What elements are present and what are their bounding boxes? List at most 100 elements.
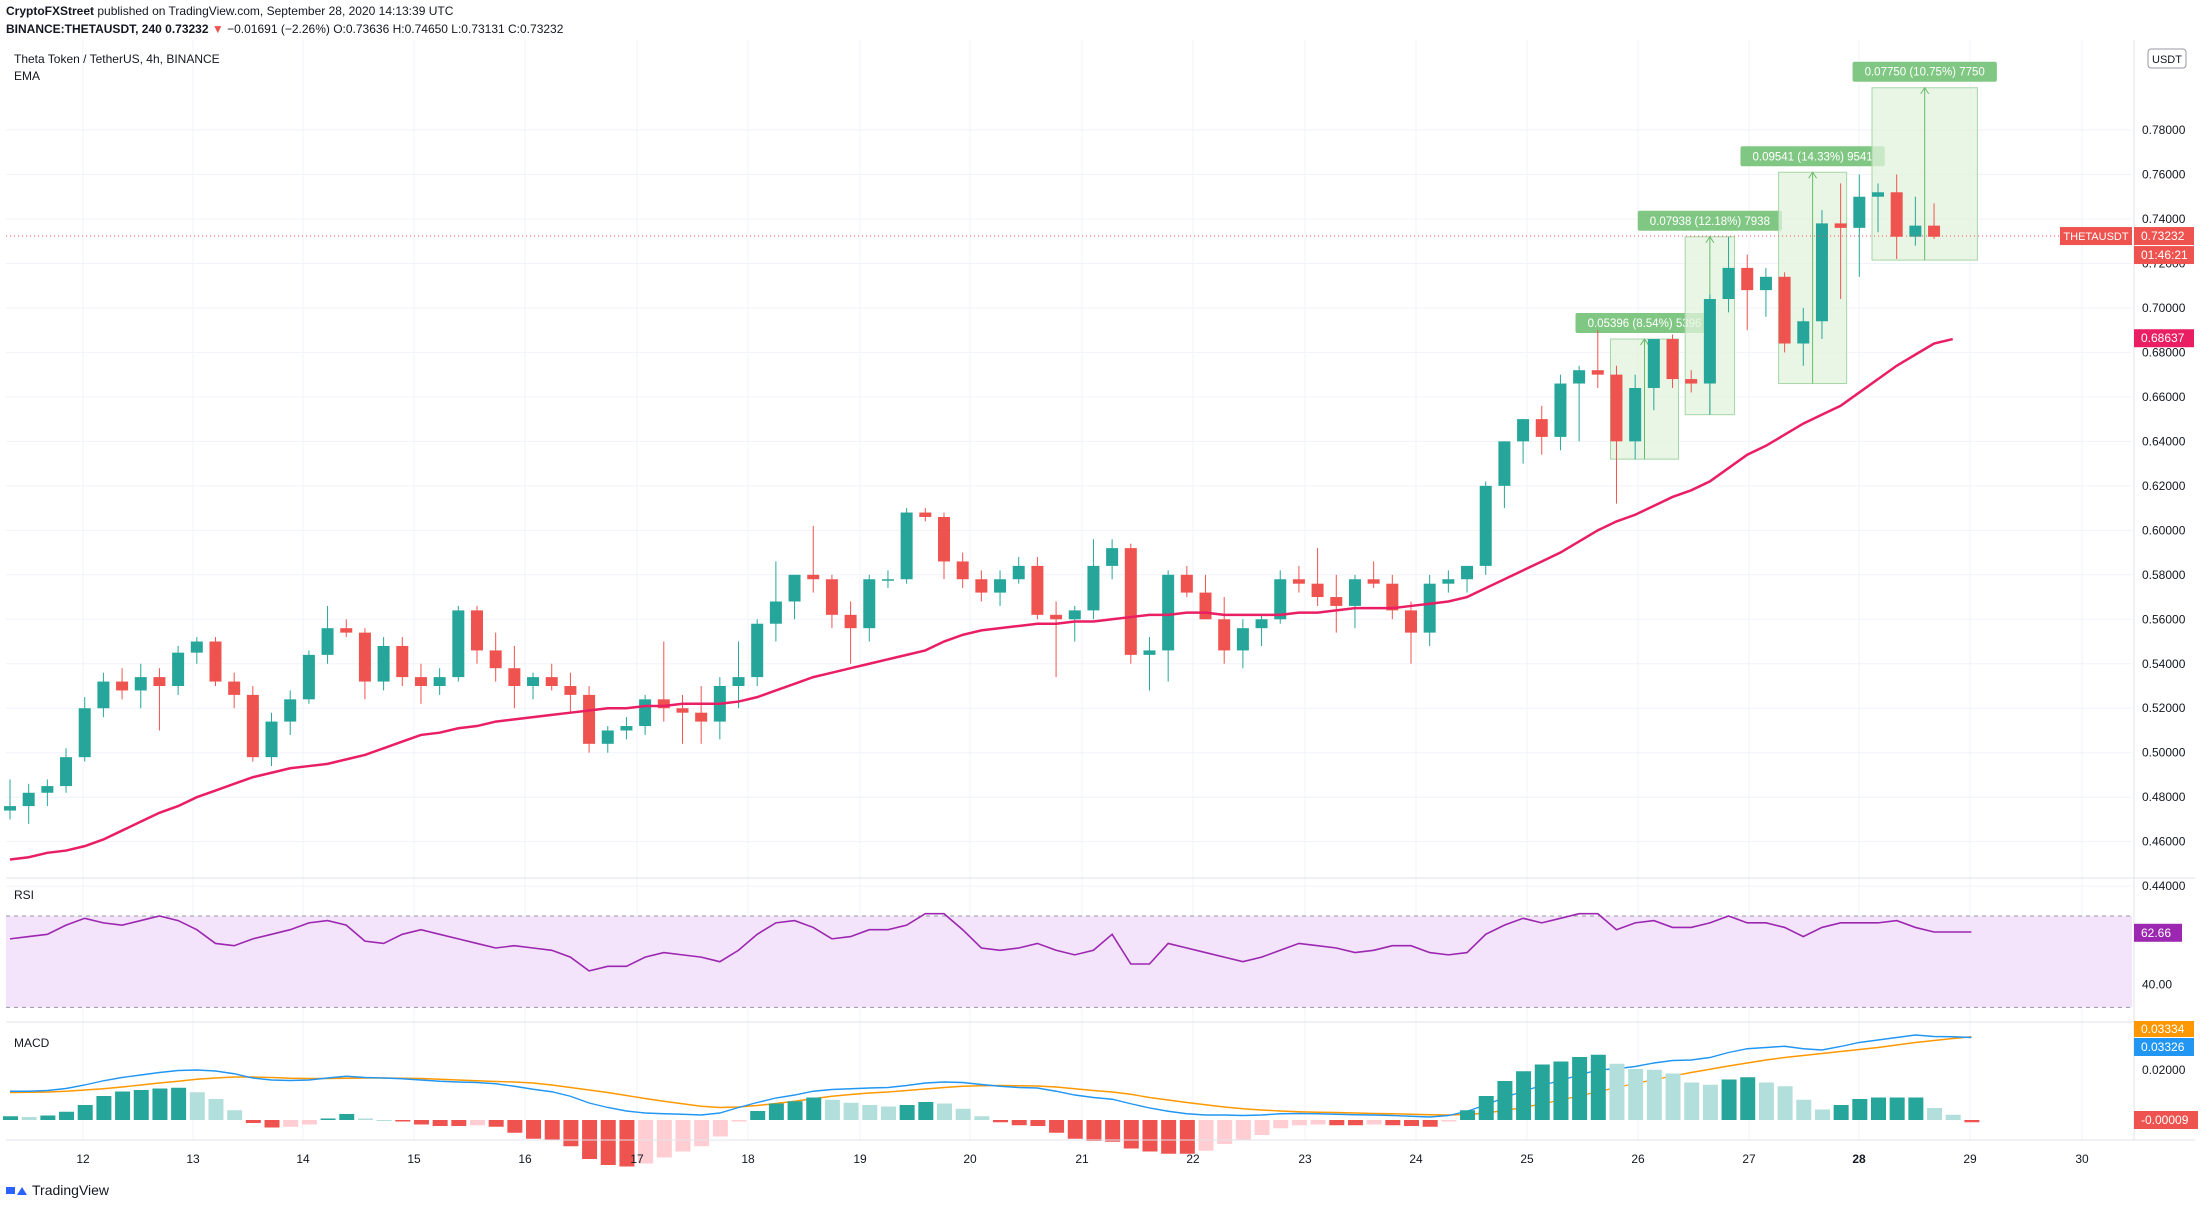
macd-histogram-bar [1142,1120,1158,1152]
candle-body [508,668,521,686]
macd-histogram-bar [1123,1120,1139,1149]
macd-histogram-bar [1927,1108,1943,1120]
candle-body [900,512,913,580]
candle-body [1610,374,1623,442]
macd-histogram-bar [115,1091,131,1120]
macd-histogram-bar [1497,1081,1513,1120]
macd-histogram-bar [1721,1079,1737,1120]
candle-body [22,792,35,807]
candle-body [452,610,465,678]
tradingview-logo-icon [6,1183,28,1197]
current-price-bg [2134,227,2194,246]
candle-body [1218,619,1231,651]
symbol-info: BINANCE:THETAUSDT, 240 [6,22,162,36]
macd-histogram-bar [1161,1120,1177,1154]
x-tick-label: 18 [741,1152,755,1166]
candle-body [1890,192,1903,237]
macd-histogram-bar [1273,1120,1289,1129]
x-tick-label: 22 [1186,1152,1200,1166]
candle-body [1292,579,1305,584]
candle-body [1479,485,1492,566]
y-tick-label: 0.52000 [2142,701,2186,715]
macd-histogram-bar [189,1092,205,1120]
candle-body [172,652,185,686]
candle-body [919,512,932,517]
candle-body [956,561,969,580]
x-tick-label: 28 [1852,1152,1866,1166]
y-tick-label: 0.46000 [2142,835,2186,849]
publisher-name: CryptoFXStreet [6,4,95,18]
macd-histogram-bar [824,1099,840,1120]
macd-histogram-bar [1646,1069,1662,1120]
candle-body [1068,610,1081,620]
macd-histogram-bar [301,1120,317,1125]
currency-badge[interactable] [2147,48,2187,69]
axis-labels: 0.780000.760000.740000.720000.700000.680… [76,123,2198,1166]
macd-histogram-bar [1291,1120,1307,1126]
macd-histogram-bar [787,1101,803,1120]
y-tick-label: 0.58000 [2142,568,2186,582]
ema-line [9,337,1954,861]
x-tick-label: 19 [853,1152,867,1166]
macd-histogram-bar [1329,1120,1345,1126]
candle-body [1928,225,1941,237]
candle-body [695,712,708,722]
macd-histogram-bar [1366,1120,1382,1125]
range-label: 0.09541 (14.33%) 9541 [1753,151,1873,163]
tradingview-logo[interactable]: TradingView [6,1182,109,1198]
rsi-value-bg [2134,923,2182,942]
x-tick-label: 27 [1742,1152,1756,1166]
candle-body [1255,619,1268,629]
candle-body [377,645,390,682]
x-tick-label: 30 [2075,1152,2089,1166]
symbol-tag: THETAUSDT [2063,231,2128,243]
macd-histogram-bar [1796,1099,1812,1120]
candle-body [620,726,633,731]
macd-histogram-bar [1105,1120,1121,1142]
candle-body [97,681,110,709]
candle-body [1554,383,1567,437]
candle-body [1012,565,1025,580]
candle-body [1162,574,1175,651]
candle-body [1367,579,1380,584]
rsi-value-label: 62.66 [2141,926,2171,940]
candle-body [1535,419,1548,437]
macd-histogram-bar [656,1120,672,1158]
candle-body [527,677,540,686]
macd-histogram-bar [432,1120,448,1126]
macd-histogram-bar [21,1117,37,1120]
candle-body [1180,574,1193,593]
candle-body [78,708,91,758]
range-label-bg [1740,146,1885,167]
tradingview-brand: TradingView [32,1182,110,1198]
macd-histogram-bar [451,1120,467,1126]
macd-histogram-bar [245,1120,261,1123]
y-tick-label: 0.76000 [2142,167,2186,181]
candle-body [1909,225,1922,237]
macd-histogram-bar [1030,1120,1046,1126]
macd-histogram-bar [395,1120,411,1122]
macd-histogram-bar [974,1116,990,1120]
macd-histogram-bar [3,1116,18,1120]
candle-body [788,574,801,602]
macd-histogram-bar [880,1106,896,1120]
candle-body [471,610,483,651]
price-change: −0.01691 (−2.26%) [227,22,330,36]
histogram-value-label: -0.00009 [2141,1113,2189,1127]
candle-body [975,579,988,593]
candle-body [1236,628,1249,651]
macd-histogram-bar [1198,1120,1214,1151]
macd-histogram-bar [955,1108,971,1120]
macd-histogram-bar [1609,1063,1625,1120]
macd-histogram-bar [1534,1064,1550,1120]
y-tick-label: 0.66000 [2142,390,2186,404]
candle-body [863,579,876,629]
macd-histogram-bar [1945,1114,1961,1120]
range-arrowhead [1640,338,1649,346]
macd-histogram-bar [768,1103,784,1120]
x-tick-label: 20 [963,1152,977,1166]
macd-histogram-bar [862,1105,878,1120]
candle-body [1853,196,1866,228]
candle-body [657,699,670,709]
